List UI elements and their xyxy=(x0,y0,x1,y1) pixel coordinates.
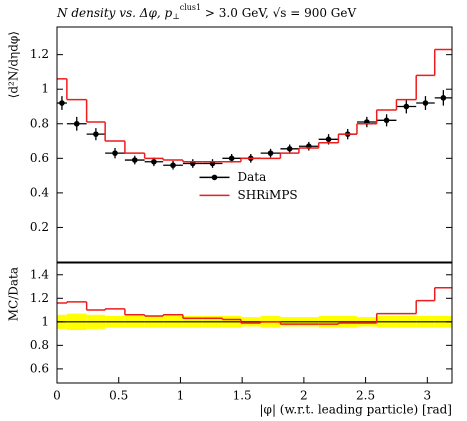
y-tick-label: 0.8 xyxy=(30,116,49,130)
data-point xyxy=(228,155,235,162)
data-point xyxy=(440,95,447,101)
data-point xyxy=(151,158,157,165)
y-tick-label: 1 xyxy=(41,314,49,328)
data-point xyxy=(59,100,65,106)
data-point xyxy=(325,136,332,143)
y-axis-label: ⟨d²N/dηdφ⟩ xyxy=(7,31,21,98)
x-tick-label: 3 xyxy=(423,389,431,403)
title-part: ⊥ xyxy=(172,12,180,21)
x-axis-label: |φ| (w.r.t. leading particle) [rad] xyxy=(260,403,453,417)
y-tick-label: 1 xyxy=(41,82,49,96)
legend-label: SHRiMPS xyxy=(238,188,298,202)
data-point xyxy=(422,100,429,106)
y-tick-label: 1.2 xyxy=(30,291,49,305)
y-tick-label: 0.4 xyxy=(30,185,49,199)
y-tick-label: 0.8 xyxy=(30,338,49,352)
title-part: > 3.0 GeV, √s = 900 GeV xyxy=(201,6,356,20)
y-tick-label: 1.4 xyxy=(30,267,49,281)
y-tick-label: 0.6 xyxy=(30,151,49,165)
y-tick-label: 0.6 xyxy=(30,361,49,375)
y-tick-label: 0.2 xyxy=(30,220,49,234)
title-part: N density vs. Δφ, p xyxy=(56,6,173,20)
y-tick-label: 1.2 xyxy=(30,47,49,61)
plot-frame xyxy=(56,262,453,384)
data-point xyxy=(286,146,293,152)
data-point xyxy=(73,120,80,127)
data-point xyxy=(112,150,118,156)
data-point xyxy=(131,157,138,163)
plot-frame xyxy=(56,26,453,263)
x-tick-label: 2 xyxy=(300,389,308,403)
x-tick-label: 1 xyxy=(177,389,185,403)
data-point xyxy=(383,117,390,124)
legend-marker xyxy=(211,174,218,181)
data-point xyxy=(93,131,99,137)
x-tick-label: 2.5 xyxy=(356,389,375,403)
legend-label: Data xyxy=(238,170,267,184)
x-tick-label: 1.5 xyxy=(233,389,252,403)
x-tick-label: 0 xyxy=(53,389,61,403)
x-tick-label: 0.5 xyxy=(109,389,128,403)
data-point xyxy=(267,150,274,156)
chart-title: N density vs. Δφ, p⊥clus1 > 3.0 GeV, √s … xyxy=(56,3,356,21)
data-point xyxy=(170,162,176,169)
title-part: clus1 xyxy=(180,3,201,12)
data-point xyxy=(403,103,410,110)
y-axis-label: MC/Data xyxy=(7,267,21,321)
